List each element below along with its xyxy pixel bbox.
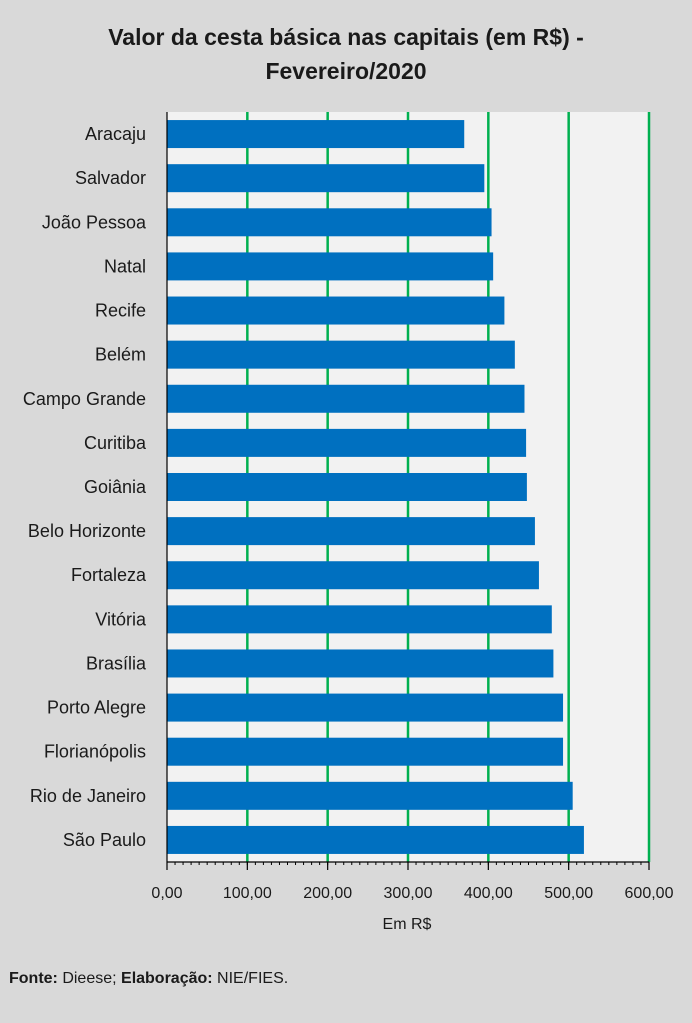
- x-tick-label-6: 600,00: [625, 885, 674, 902]
- bar-4: [167, 296, 505, 325]
- category-label-2: João Pessoa: [42, 212, 147, 232]
- category-label-7: Curitiba: [84, 433, 147, 453]
- x-axis-title: Em R$: [383, 916, 432, 933]
- source-label: Fonte:: [9, 970, 58, 987]
- category-label-14: Florianópolis: [44, 742, 146, 762]
- source-note: Fonte: Dieese; Elaboração: NIE/FIES.: [9, 970, 288, 988]
- bar-1: [167, 164, 485, 193]
- chart-subtitle: Fevereiro/2020: [265, 58, 427, 84]
- bar-10: [167, 561, 539, 590]
- bar-9: [167, 517, 535, 546]
- category-label-3: Natal: [104, 256, 146, 276]
- bar-14: [167, 737, 564, 766]
- x-tick-label-3: 300,00: [384, 885, 433, 902]
- category-label-10: Fortaleza: [71, 565, 147, 585]
- bar-11: [167, 605, 552, 634]
- category-label-6: Campo Grande: [23, 389, 146, 409]
- bar-7: [167, 428, 527, 457]
- bar-chart: Aracaju Salvador João Pessoa Natal Recife Bel…: [23, 112, 674, 933]
- category-label-15: Rio de Janeiro: [30, 786, 146, 806]
- category-label-13: Porto Alegre: [47, 698, 146, 718]
- chart-title: Valor da cesta básica nas capitais (em R…: [0, 20, 692, 88]
- bar-8: [167, 473, 527, 501]
- category-label-8: Goiânia: [84, 477, 147, 497]
- category-label-5: Belém: [95, 345, 146, 365]
- bar-3: [167, 252, 494, 281]
- bar-12: [167, 649, 554, 678]
- chart-title-line1: Valor da cesta básica nas capitais (em R…: [108, 24, 584, 50]
- bar-5: [167, 340, 515, 369]
- x-tick-label-5: 500,00: [544, 885, 593, 902]
- category-label-0: Aracaju: [85, 124, 146, 144]
- category-label-12: Brasília: [86, 653, 147, 673]
- category-label-11: Vitória: [95, 609, 147, 629]
- bar-6: [167, 384, 525, 413]
- bar-13: [167, 693, 564, 722]
- x-tick-label-0: 0,00: [151, 885, 182, 902]
- x-tick-label-4: 400,00: [464, 885, 513, 902]
- bar-16: [167, 825, 584, 854]
- category-label-16: São Paulo: [63, 830, 146, 850]
- bar-0: [167, 120, 465, 149]
- category-label-4: Recife: [95, 301, 146, 321]
- source-value: Dieese;: [57, 970, 122, 987]
- x-tick-label-2: 200,00: [303, 885, 352, 902]
- x-tick-label-1: 100,00: [223, 885, 272, 902]
- bar-2: [167, 208, 492, 237]
- elaboration-label: Elaboração:: [121, 970, 213, 987]
- bar-15: [167, 781, 573, 810]
- elaboration-value: NIE/FIES.: [212, 970, 289, 987]
- category-label-1: Salvador: [75, 168, 146, 188]
- category-label-9: Belo Horizonte: [28, 521, 146, 541]
